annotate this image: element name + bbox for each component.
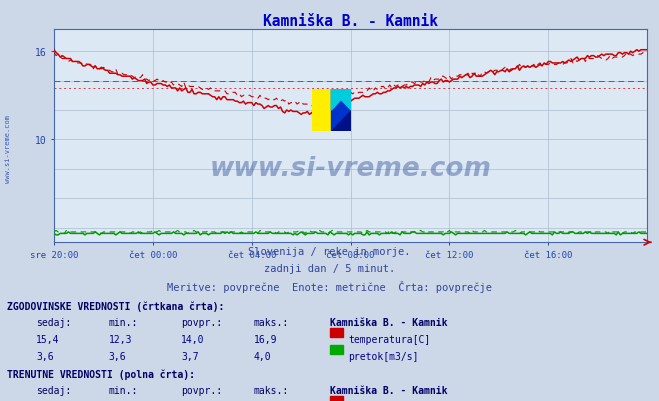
Text: 16,9: 16,9: [254, 334, 277, 344]
Text: povpr.:: povpr.:: [181, 385, 222, 395]
Bar: [312, 89, 331, 132]
Text: 12,3: 12,3: [109, 334, 132, 344]
Text: sedaj:: sedaj:: [36, 385, 71, 395]
Bar: [331, 89, 351, 132]
Polygon shape: [331, 89, 351, 111]
Text: Slovenija / reke in morje.: Slovenija / reke in morje.: [248, 247, 411, 257]
Text: 3,6: 3,6: [109, 351, 127, 361]
Text: 3,7: 3,7: [181, 351, 199, 361]
Polygon shape: [331, 111, 351, 132]
Text: povpr.:: povpr.:: [181, 318, 222, 328]
Text: 4,0: 4,0: [254, 351, 272, 361]
Polygon shape: [331, 89, 351, 111]
Title: Kamniška B. - Kamnik: Kamniška B. - Kamnik: [263, 14, 438, 29]
Text: min.:: min.:: [109, 318, 138, 328]
Text: www.si-vreme.com: www.si-vreme.com: [210, 155, 492, 181]
Text: www.si-vreme.com: www.si-vreme.com: [5, 114, 11, 182]
Text: 3,6: 3,6: [36, 351, 54, 361]
Text: zadnji dan / 5 minut.: zadnji dan / 5 minut.: [264, 263, 395, 273]
Text: Kamniška B. - Kamnik: Kamniška B. - Kamnik: [330, 318, 447, 328]
Text: maks.:: maks.:: [254, 385, 289, 395]
Text: sedaj:: sedaj:: [36, 318, 71, 328]
Text: TRENUTNE VREDNOSTI (polna črta):: TRENUTNE VREDNOSTI (polna črta):: [7, 368, 194, 379]
Text: pretok[m3/s]: pretok[m3/s]: [348, 351, 418, 361]
Text: Kamniška B. - Kamnik: Kamniška B. - Kamnik: [330, 385, 447, 395]
Text: min.:: min.:: [109, 385, 138, 395]
Text: 15,4: 15,4: [36, 334, 60, 344]
Text: 14,0: 14,0: [181, 334, 205, 344]
Text: maks.:: maks.:: [254, 318, 289, 328]
Text: temperatura[C]: temperatura[C]: [348, 334, 430, 344]
Text: Meritve: povprečne  Enote: metrične  Črta: povprečje: Meritve: povprečne Enote: metrične Črta:…: [167, 280, 492, 292]
Text: ZGODOVINSKE VREDNOSTI (črtkana črta):: ZGODOVINSKE VREDNOSTI (črtkana črta):: [7, 301, 224, 311]
